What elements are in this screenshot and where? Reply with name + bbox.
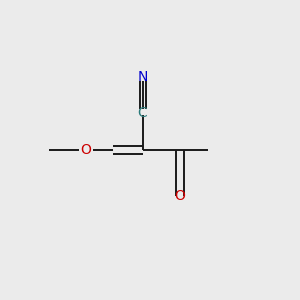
Text: O: O <box>174 189 185 203</box>
Text: O: O <box>81 143 92 157</box>
Text: C: C <box>138 106 147 120</box>
Text: N: N <box>137 70 148 84</box>
